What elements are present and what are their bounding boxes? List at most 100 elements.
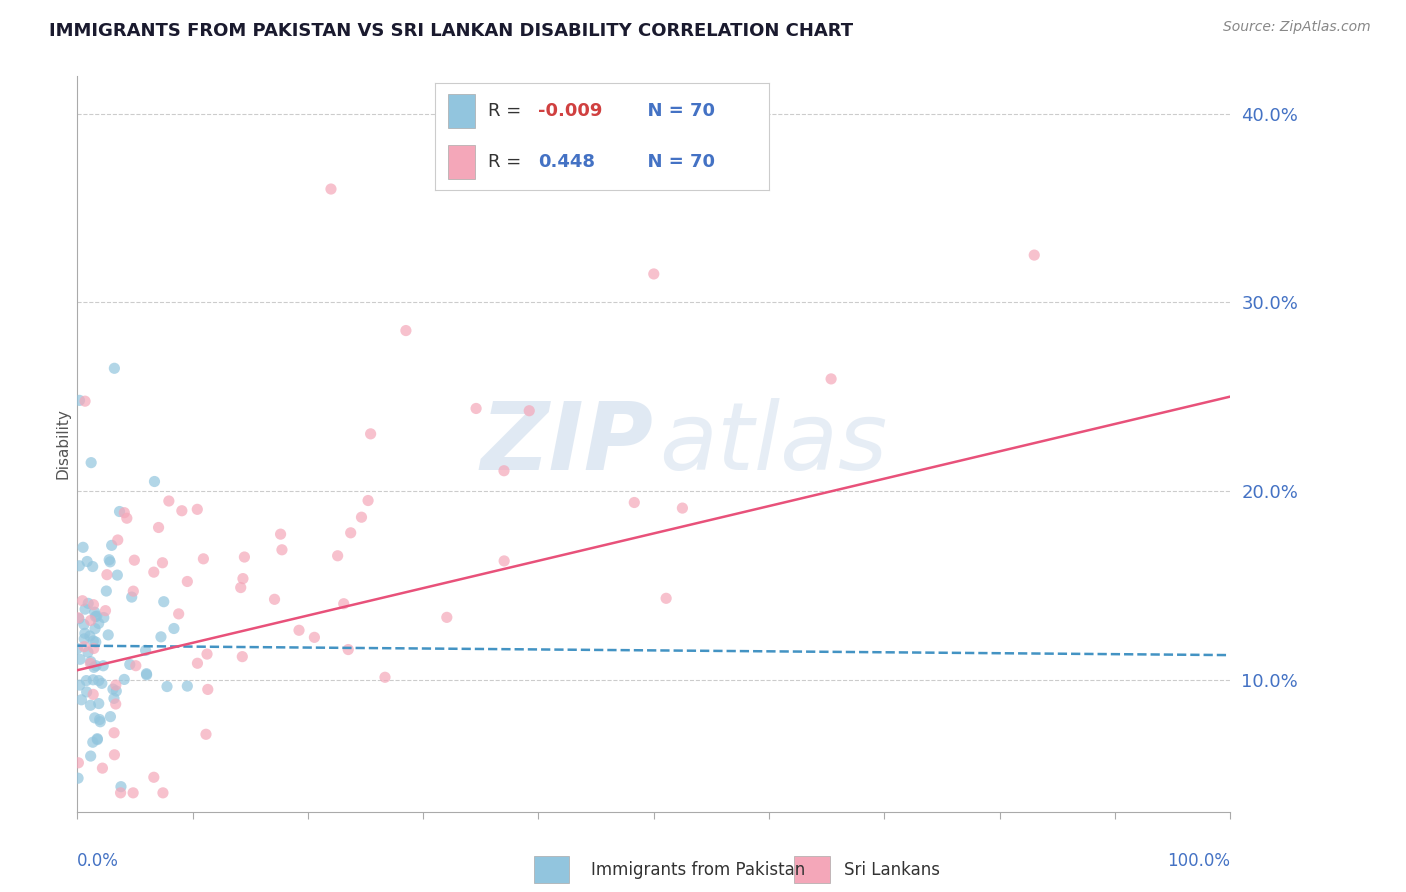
Point bbox=[83, 660, 105, 674]
Point bbox=[82, 673, 104, 687]
Point bbox=[86, 731, 108, 746]
Point bbox=[67, 756, 90, 770]
Text: Immigrants from Pakistan: Immigrants from Pakistan bbox=[591, 861, 804, 879]
Point bbox=[232, 572, 254, 586]
Point bbox=[152, 786, 174, 800]
Point bbox=[77, 645, 100, 659]
Point bbox=[229, 581, 252, 595]
Point bbox=[135, 643, 157, 657]
Point bbox=[357, 493, 380, 508]
Point bbox=[82, 634, 104, 648]
Point bbox=[86, 732, 108, 747]
Point bbox=[79, 657, 101, 671]
Point bbox=[121, 590, 143, 604]
Point bbox=[87, 673, 110, 688]
Point bbox=[494, 554, 516, 568]
Point bbox=[69, 652, 91, 666]
Point bbox=[142, 565, 165, 579]
Point bbox=[84, 658, 107, 673]
Point bbox=[67, 771, 90, 785]
Point bbox=[83, 605, 105, 619]
Point bbox=[83, 711, 105, 725]
Point bbox=[89, 714, 111, 729]
Point bbox=[263, 592, 285, 607]
Point bbox=[148, 520, 170, 534]
Point bbox=[79, 614, 101, 628]
Point bbox=[67, 558, 90, 573]
Point bbox=[271, 542, 294, 557]
Point bbox=[77, 596, 100, 610]
Point bbox=[105, 684, 128, 698]
Point bbox=[125, 658, 148, 673]
Point bbox=[108, 504, 131, 518]
Point bbox=[82, 735, 104, 749]
Point bbox=[319, 182, 342, 196]
Point bbox=[100, 538, 122, 552]
Point bbox=[337, 642, 360, 657]
Point bbox=[96, 567, 118, 582]
Point bbox=[118, 657, 141, 672]
Point bbox=[67, 611, 90, 625]
Point bbox=[360, 426, 382, 441]
Point bbox=[135, 668, 157, 682]
Point bbox=[103, 361, 125, 376]
Point bbox=[304, 631, 326, 645]
Point bbox=[233, 549, 256, 564]
Point bbox=[288, 624, 311, 638]
Point bbox=[270, 527, 292, 541]
Point bbox=[152, 595, 174, 609]
Point bbox=[104, 678, 127, 692]
Text: IMMIGRANTS FROM PAKISTAN VS SRI LANKAN DISABILITY CORRELATION CHART: IMMIGRANTS FROM PAKISTAN VS SRI LANKAN D… bbox=[49, 22, 853, 40]
Text: 0.0%: 0.0% bbox=[77, 852, 120, 871]
Point bbox=[79, 749, 101, 764]
Point bbox=[66, 641, 89, 656]
Point bbox=[112, 506, 135, 520]
Point bbox=[89, 713, 111, 727]
Point bbox=[1024, 248, 1046, 262]
Point bbox=[107, 533, 129, 547]
Text: Sri Lankans: Sri Lankans bbox=[844, 861, 939, 879]
Point bbox=[105, 568, 128, 582]
Point bbox=[110, 786, 132, 800]
Point bbox=[75, 673, 97, 688]
Point bbox=[176, 679, 198, 693]
Point bbox=[69, 678, 91, 692]
Point bbox=[122, 584, 145, 599]
Point bbox=[655, 591, 678, 606]
Point bbox=[193, 551, 215, 566]
Point bbox=[97, 628, 120, 642]
Point bbox=[163, 622, 186, 636]
Point bbox=[231, 649, 253, 664]
Point bbox=[101, 682, 124, 697]
Text: 100.0%: 100.0% bbox=[1167, 852, 1230, 871]
Point bbox=[156, 680, 179, 694]
Point bbox=[79, 698, 101, 713]
Point bbox=[671, 501, 693, 516]
Point bbox=[436, 610, 458, 624]
Point bbox=[72, 593, 94, 607]
Point bbox=[73, 617, 96, 632]
Point bbox=[374, 670, 396, 684]
Point bbox=[73, 394, 96, 409]
Point bbox=[623, 495, 645, 509]
Point bbox=[93, 610, 115, 624]
Point bbox=[170, 504, 193, 518]
Text: Source: ZipAtlas.com: Source: ZipAtlas.com bbox=[1223, 20, 1371, 34]
Point bbox=[86, 609, 108, 624]
Point bbox=[350, 510, 373, 524]
Point bbox=[142, 770, 165, 784]
Point bbox=[517, 403, 540, 417]
Point bbox=[82, 598, 104, 612]
Point bbox=[90, 676, 112, 690]
Point bbox=[87, 616, 110, 631]
Point bbox=[98, 555, 121, 569]
Text: ZIP: ZIP bbox=[481, 398, 654, 490]
Point bbox=[76, 685, 98, 699]
Point bbox=[135, 666, 157, 681]
Point bbox=[395, 324, 418, 338]
Point bbox=[152, 556, 174, 570]
Point bbox=[73, 602, 96, 616]
Point bbox=[195, 647, 218, 661]
Point bbox=[84, 622, 107, 636]
Text: atlas: atlas bbox=[659, 398, 887, 490]
